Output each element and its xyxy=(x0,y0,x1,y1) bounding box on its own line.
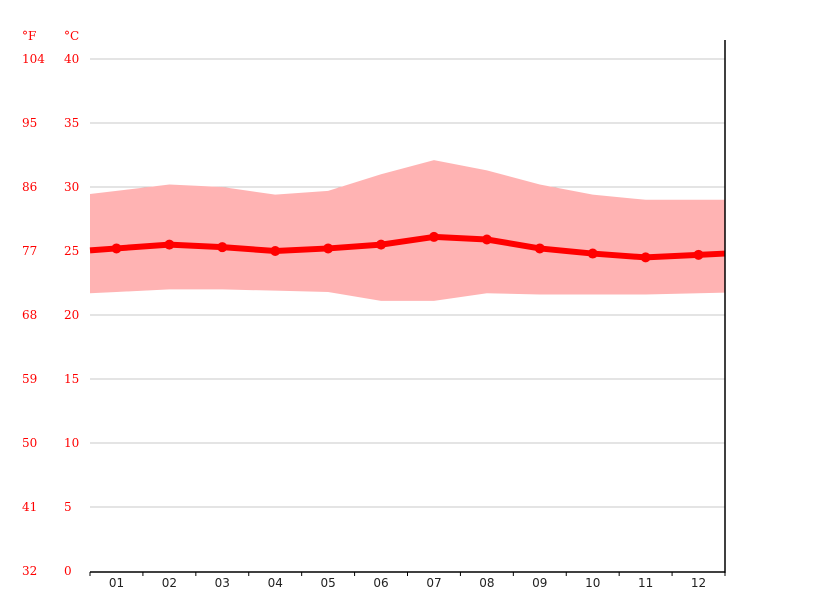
y-tick-fahrenheit: 68 xyxy=(22,308,37,322)
month-label: 06 xyxy=(373,576,388,590)
y-tick-fahrenheit: 77 xyxy=(22,244,37,258)
data-point xyxy=(164,239,175,250)
y-tick-celsius: 5 xyxy=(64,500,72,514)
y-tick-celsius: 40 xyxy=(64,52,79,66)
month-label: 08 xyxy=(479,576,494,590)
data-point xyxy=(217,242,228,253)
data-point xyxy=(376,239,387,250)
month-label: 11 xyxy=(638,576,653,590)
data-point xyxy=(534,243,545,254)
y-tick-fahrenheit: 86 xyxy=(22,180,37,194)
mean-temperature-line xyxy=(89,233,726,261)
data-point xyxy=(693,249,704,260)
y-tick-fahrenheit: 95 xyxy=(22,116,37,130)
y-tick-fahrenheit: 59 xyxy=(22,372,37,386)
month-label: 02 xyxy=(162,576,177,590)
data-point xyxy=(270,246,281,256)
mean-temperature-points xyxy=(111,231,704,263)
month-label: 01 xyxy=(109,576,124,590)
data-point xyxy=(428,231,439,242)
unit-fahrenheit: °F xyxy=(22,29,36,43)
month-label: 05 xyxy=(320,576,335,590)
data-point xyxy=(587,248,598,259)
y-tick-fahrenheit: 32 xyxy=(22,564,37,578)
y-tick-celsius: 20 xyxy=(64,308,79,322)
y-tick-fahrenheit: 41 xyxy=(22,500,37,514)
y-tick-celsius: 30 xyxy=(64,180,79,194)
y-axis-labels: °F °C 32 0 41 5 50 10 59 15 68 20 77 25 86 30 95 35 104 4… xyxy=(22,29,79,578)
data-point xyxy=(640,252,651,263)
y-tick-fahrenheit: 104 xyxy=(22,52,45,66)
y-tick-celsius: 35 xyxy=(64,116,79,130)
month-label: 10 xyxy=(585,576,600,590)
data-point xyxy=(111,243,122,254)
y-tick-celsius: 25 xyxy=(64,244,79,258)
y-tick-celsius: 0 xyxy=(64,564,72,578)
month-label: 12 xyxy=(691,576,706,590)
month-label: 04 xyxy=(268,576,283,590)
y-tick-celsius: 10 xyxy=(64,436,79,450)
data-point xyxy=(481,234,492,245)
month-label: 03 xyxy=(215,576,230,590)
y-tick-celsius: 15 xyxy=(64,372,79,386)
month-label: 09 xyxy=(532,576,547,590)
x-axis: 01 02 03 04 05 06 07 08 09 10 11 12 xyxy=(89,571,726,590)
data-point xyxy=(323,243,334,254)
unit-celsius: °C xyxy=(64,29,79,43)
y-tick-fahrenheit: 50 xyxy=(22,436,37,450)
min-max-band xyxy=(90,160,725,301)
month-label: 07 xyxy=(426,576,441,590)
